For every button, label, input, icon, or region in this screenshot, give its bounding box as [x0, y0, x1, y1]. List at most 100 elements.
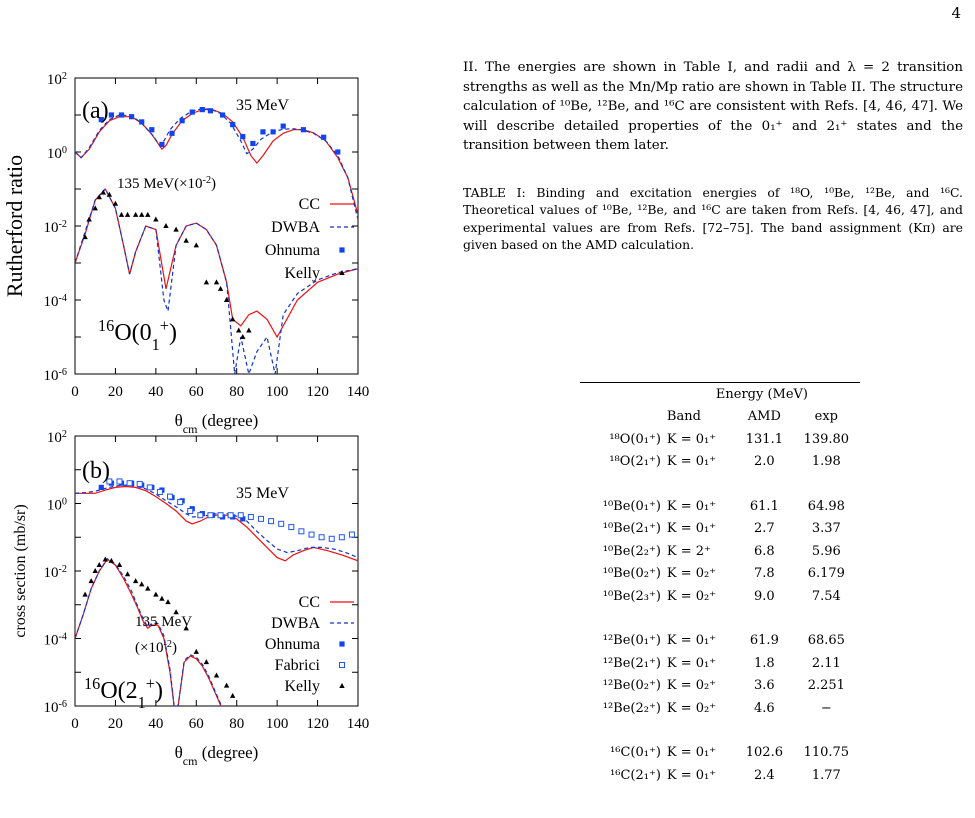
legend-label: CC — [299, 196, 320, 213]
figure: 0 20 40 60 80 100 120 140 10-6 10-4 10-2 100 102 θcm … — [0, 58, 445, 782]
plot-area — [75, 478, 358, 706]
exp-cell: 110.75 — [803, 745, 850, 761]
plot-area — [75, 106, 358, 374]
fabrici-point — [247, 513, 254, 520]
fabrici-point — [116, 478, 123, 485]
group-spacer — [580, 473, 860, 495]
amd-cell: 3.6 — [754, 678, 775, 694]
cc-curve — [75, 485, 358, 562]
kelly-point — [165, 599, 171, 605]
table-row: ¹⁰Be(0₂⁺) K = 0₂⁺ 7.8 6.179 — [580, 563, 860, 586]
state-cell: ¹²Be(0₁⁺) — [602, 633, 661, 649]
legend-kelly-swatch — [339, 270, 345, 275]
ohnuma-point — [240, 516, 246, 522]
group-spacer — [580, 608, 860, 630]
energy-annotation: 135 MeV — [135, 614, 192, 630]
kelly-point — [229, 692, 236, 698]
ohnuma-point — [280, 123, 286, 129]
energy-table-grid: Energy (MeV) Band AMD exp ¹⁸O(0₁⁺) K = 0₁⁺ 131… — [580, 382, 860, 787]
ohnuma-point — [98, 484, 104, 490]
kelly-point — [183, 237, 189, 243]
kelly-point — [106, 191, 113, 197]
kelly-point — [145, 211, 151, 217]
legend-ohnuma-swatch — [339, 247, 345, 253]
body-paragraph: II. The energies are shown in Table I, a… — [463, 60, 963, 153]
fabrici-point — [207, 512, 214, 519]
kelly-point — [118, 211, 125, 217]
fabrici-point — [156, 488, 163, 495]
kelly-point — [246, 327, 252, 333]
kelly-point — [236, 327, 242, 333]
energy-annotation: 135 MeV(×10-2) — [117, 175, 216, 193]
dwba-curve — [75, 557, 223, 706]
band-cell: K = 0₂⁺ — [666, 678, 717, 694]
fabrici-point — [348, 531, 355, 538]
kelly-point — [86, 216, 92, 222]
band-cell: K = 0₁⁺ — [666, 745, 717, 761]
table-row: ¹⁰Be(0₁⁺) K = 0₁⁺ 61.1 64.98 — [580, 495, 860, 518]
ohnuma-point — [129, 114, 135, 120]
kelly-point — [96, 562, 102, 568]
fabrici-point — [298, 528, 305, 535]
legend-label: Ohnuma — [265, 636, 320, 653]
fabrici-point — [227, 512, 234, 519]
exp-cell: 7.54 — [811, 588, 841, 604]
kelly-point — [213, 279, 220, 285]
amd-cell: 131.1 — [745, 431, 783, 447]
kelly-point — [124, 571, 131, 577]
table-row: ¹⁰Be(2₂⁺) K = 2⁺ 6.8 5.96 — [580, 540, 860, 563]
table-top-rule — [580, 382, 860, 383]
energy-annotation: 35 MeV — [236, 97, 289, 114]
y-tick-label: 100 — [47, 496, 67, 514]
group-spacer — [580, 720, 860, 742]
panel-label: (b) — [82, 458, 110, 484]
ohnuma-point — [108, 112, 114, 118]
exp-cell: 2.251 — [807, 678, 845, 694]
amd-cell: 4.6 — [754, 700, 775, 716]
fabrici-point — [308, 531, 315, 538]
kelly-point — [102, 556, 109, 562]
x-tick-label: 20 — [108, 384, 123, 400]
table-column-header-row: Band AMD exp — [580, 406, 860, 429]
exp-cell: 2.11 — [811, 655, 841, 671]
kelly-point — [213, 672, 220, 678]
amd-cell: 2.4 — [754, 767, 775, 783]
dwba-curve — [75, 484, 358, 559]
fabrici-point — [318, 534, 325, 541]
kelly-point — [229, 316, 236, 322]
legend-label: CC — [299, 594, 320, 611]
x-tick-label: 80 — [229, 716, 244, 732]
nucleus-label: 16O(21+) — [84, 674, 163, 712]
exp-cell: 1.98 — [811, 454, 841, 470]
panel-label: (a) — [82, 98, 109, 124]
fabrici-point — [268, 518, 275, 525]
kelly-point — [82, 234, 88, 240]
table-caption: TABLE I: Binding and excitation energies… — [463, 184, 963, 253]
legend-ohnuma-swatch — [339, 641, 345, 647]
state-cell: ¹⁸O(0₁⁺) — [609, 431, 661, 447]
band-cell: K = 2⁺ — [666, 543, 711, 559]
spacer-cell — [580, 720, 860, 742]
ohnuma-point — [189, 109, 195, 115]
fabrici-point — [217, 512, 224, 519]
kelly-point — [153, 216, 159, 222]
table-row: ¹²Be(2₂⁺) K = 0₂⁺ 4.6 − — [580, 697, 860, 720]
rule-cell — [580, 382, 860, 383]
legend-label: DWBA — [271, 615, 320, 632]
fabrici-point — [257, 515, 264, 522]
kelly-point — [223, 682, 230, 688]
band-cell: K = 0₂⁺ — [666, 566, 717, 582]
fabrici-point — [126, 480, 133, 487]
state-cell: ¹²Be(2₁⁺) — [602, 655, 661, 671]
kelly-point — [159, 595, 165, 601]
y-tick-label: 10-4 — [44, 293, 68, 311]
y-tick-label: 10-6 — [44, 699, 68, 717]
x-axis-label: θcm (degree) — [175, 743, 259, 768]
kelly-point — [82, 591, 88, 597]
kelly-point — [173, 226, 179, 232]
fabrici-point — [167, 493, 174, 500]
nucleus-label: 16O(01+) — [98, 316, 177, 354]
energy-annotation: (×10-2) — [135, 639, 177, 657]
legend-kelly-swatch — [339, 683, 345, 688]
table-row: ¹²Be(0₁⁺) K = 0₁⁺ 61.9 68.65 — [580, 630, 860, 653]
